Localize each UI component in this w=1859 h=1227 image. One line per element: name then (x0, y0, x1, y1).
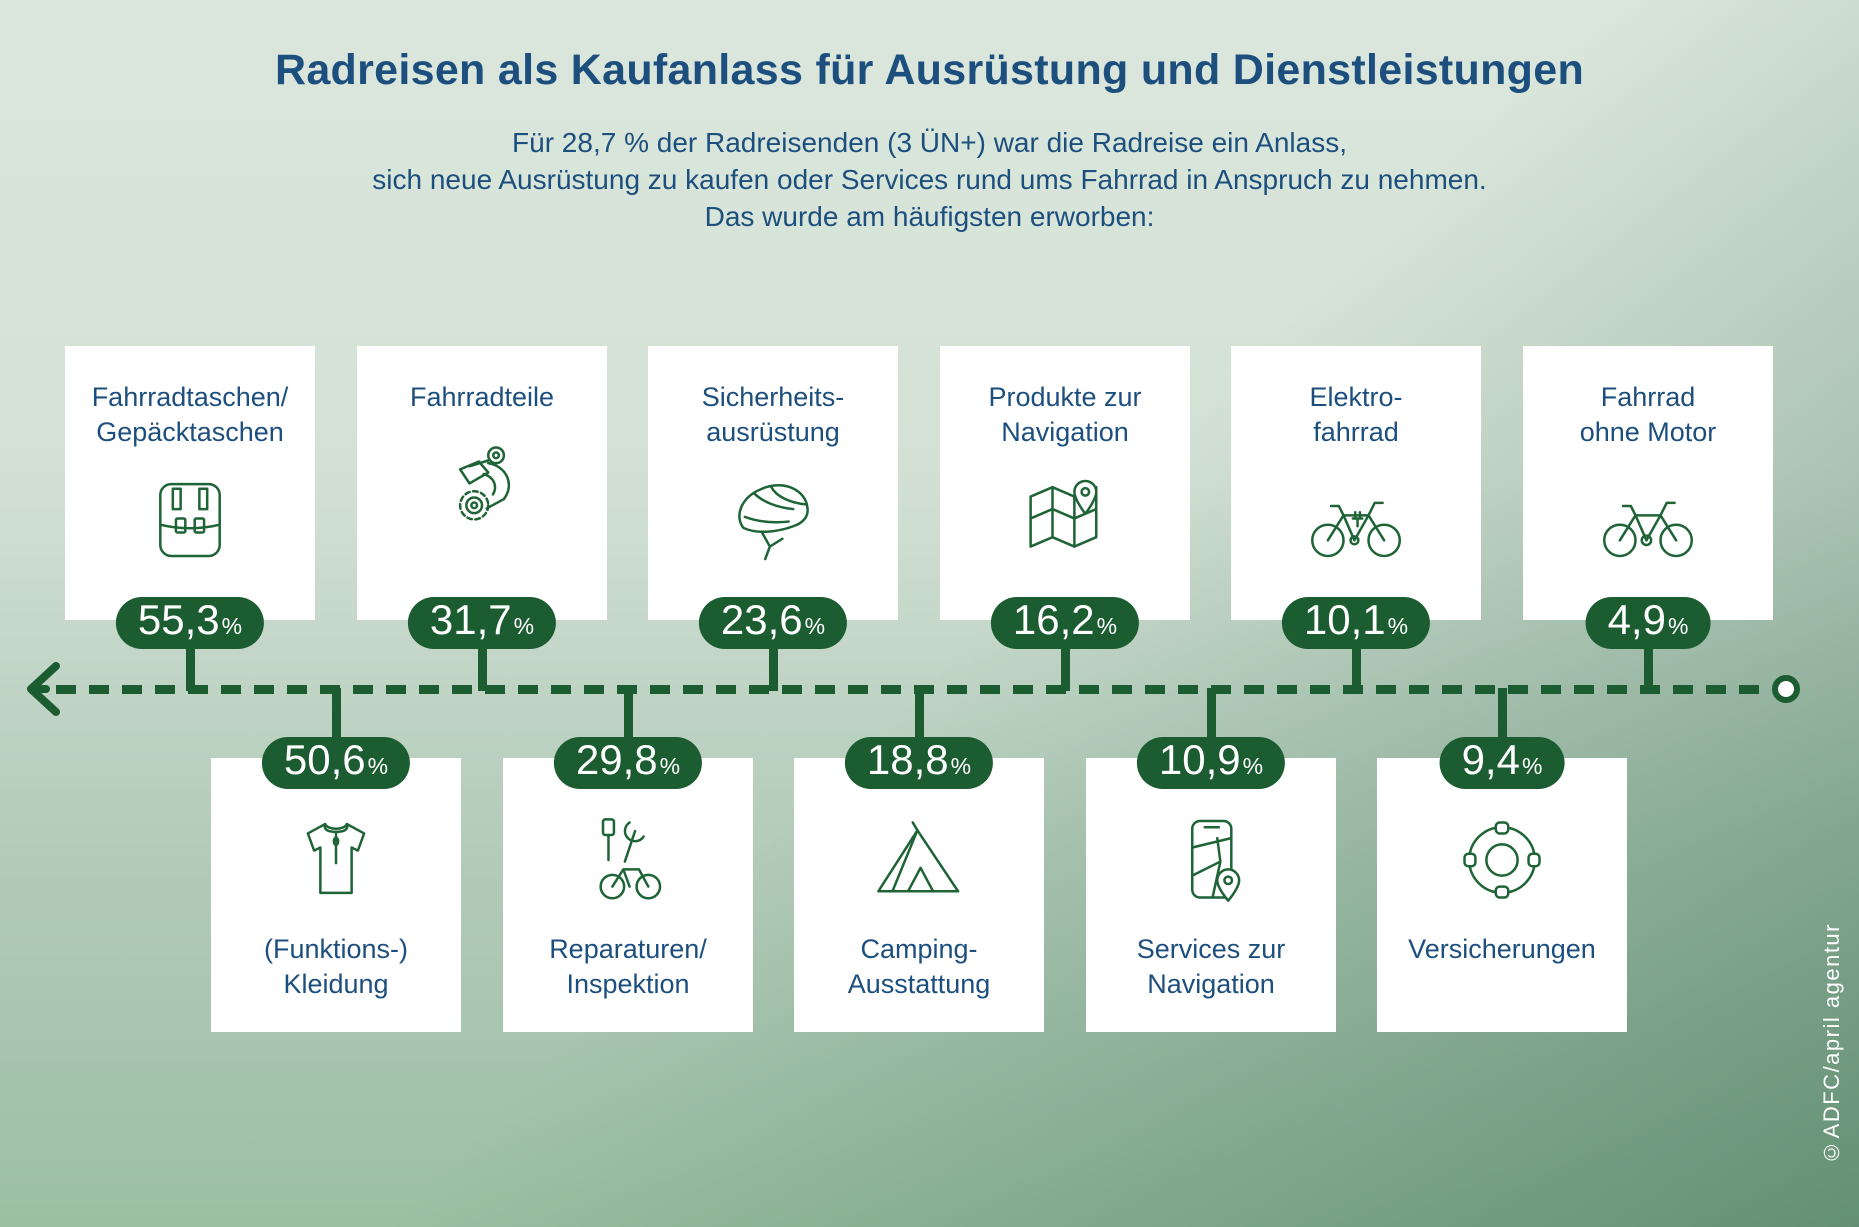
page-title: Radreisen als Kaufanlass für Ausrüstung … (274, 46, 1585, 94)
subtitle: Für 28,7 % der Radreisenden (3 ÜN+) war … (0, 124, 1859, 235)
connector-stem (1497, 688, 1507, 739)
item-card: Elektro- fahrrad (1231, 346, 1481, 620)
bicycle-icon (1603, 501, 1693, 558)
item-card: (Funktions-) Kleidung (211, 758, 461, 1032)
helmet-icon (738, 484, 809, 561)
jersey-icon (306, 822, 366, 895)
item-label: Camping- Ausstattung (847, 934, 991, 999)
value-badge: 10,9% (1136, 737, 1286, 789)
connector-stem (1060, 645, 1070, 691)
credit-text: ©ADFC/april agentur (1819, 923, 1844, 1165)
item-card: Produkte zur Navigation (940, 346, 1190, 620)
arrow-left-icon (27, 662, 60, 716)
item-label: Fahrradtaschen/ Gepäcktaschen (91, 382, 289, 447)
connector-stem (1206, 688, 1216, 739)
item-card: Camping- Ausstattung (794, 758, 1044, 1032)
value-badge: 50,6% (261, 737, 411, 789)
phone-navigation-icon (1191, 819, 1241, 902)
item-label: Reparaturen/ Inspektion (549, 934, 707, 999)
item-label: Sicherheits- ausrüstung (701, 382, 845, 447)
item-label: Elektro- fahrrad (1309, 382, 1403, 447)
value-badge: 4,9% (1585, 597, 1711, 649)
item-label: Fahrradteile (409, 382, 555, 412)
value-badge: 31,7% (407, 597, 557, 649)
connector-stem (1643, 645, 1653, 691)
timeline-end-circle (1772, 675, 1800, 703)
connector-stem (1351, 645, 1361, 691)
item-card: Sicherheits- ausrüstung (648, 346, 898, 620)
timeline-dashed-line (56, 685, 1762, 694)
value-badge: 18,8% (844, 737, 994, 789)
connector-stem (185, 645, 195, 691)
item-card: Services zur Navigation (1086, 758, 1336, 1032)
item-label: Fahrrad ohne Motor (1579, 382, 1717, 447)
repair-tools-icon (599, 818, 662, 900)
value-badge: 23,6% (698, 597, 848, 649)
connector-stem (914, 688, 924, 739)
value-badge: 10,1% (1281, 597, 1431, 649)
item-card: Fahrrad ohne Motor (1523, 346, 1773, 620)
subtitle-line: Für 28,7 % der Radreisenden (3 ÜN+) war … (512, 127, 1347, 158)
value-badge: 16,2% (990, 597, 1140, 649)
tent-icon (877, 821, 960, 893)
item-label: Services zur Navigation (1136, 934, 1286, 999)
item-card: Fahrradteile (357, 346, 607, 620)
item-label: Versicherungen (1408, 934, 1596, 964)
derailleur-icon (458, 446, 510, 521)
value-badge: 55,3% (115, 597, 265, 649)
e-bike-icon (1311, 501, 1401, 558)
value-badge: 29,8% (553, 737, 703, 789)
lifebuoy-icon (1463, 821, 1541, 899)
item-card: Reparaturen/ Inspektion (503, 758, 753, 1032)
connector-stem (477, 645, 487, 691)
connector-stem (768, 645, 778, 691)
item-label: Produkte zur Navigation (988, 382, 1142, 447)
item-card: Versicherungen (1377, 758, 1627, 1032)
map-icon (1029, 479, 1098, 548)
connector-stem (623, 688, 633, 739)
pannier-bag-icon (159, 482, 221, 558)
subtitle-line: Das wurde am häufigsten erworben: (704, 201, 1155, 232)
connector-stem (331, 688, 341, 739)
value-badge: 9,4% (1439, 737, 1565, 789)
subtitle-line: sich neue Ausrüstung zu kaufen oder Serv… (372, 164, 1487, 195)
item-card: Fahrradtaschen/ Gepäcktaschen (65, 346, 315, 620)
item-label: (Funktions-) Kleidung (263, 934, 409, 999)
